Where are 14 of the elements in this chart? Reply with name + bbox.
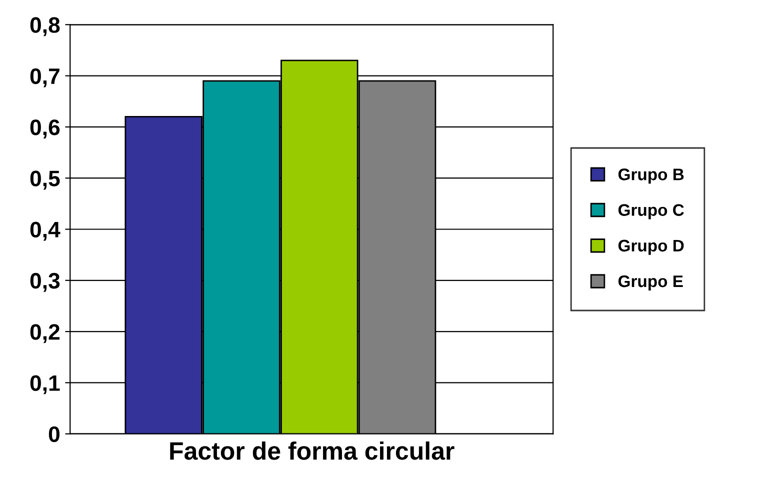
legend-label: Grupo E (618, 275, 683, 290)
y-tick-label: 0,1 (30, 375, 60, 394)
legend-label: Grupo D (618, 240, 684, 255)
y-tick-label: 0 (48, 426, 60, 442)
legend-label: Grupo B (618, 168, 684, 184)
legend-label: Grupo C (618, 204, 684, 220)
y-tick-label: 0,6 (30, 119, 60, 138)
y-tick-label: 0,7 (30, 68, 60, 88)
y-tick-label: 0,5 (30, 170, 60, 190)
y-tick-label: 0,3 (30, 272, 60, 292)
x-axis-title: Factor de forma circular (170, 441, 454, 460)
y-tick-label: 0,8 (30, 17, 60, 36)
y-tick-label: 0,4 (30, 222, 60, 241)
y-tick-label: 0,2 (30, 324, 60, 344)
